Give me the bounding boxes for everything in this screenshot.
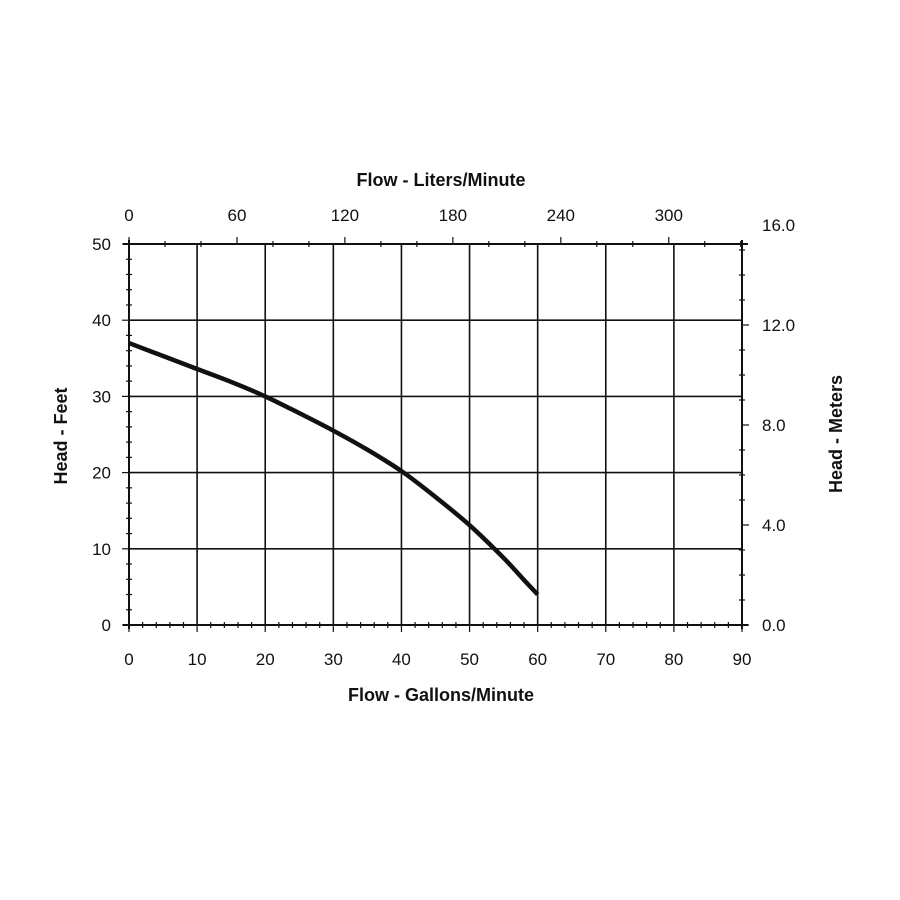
x2-tick-label: 120	[331, 206, 359, 225]
x2-tick-label: 60	[227, 206, 246, 225]
x2-axis-title: Flow - Liters/Minute	[357, 170, 526, 190]
tick-labels: 0 10 20 30 40 50 60 70 80 90 0 10 20 30 40 50 0 60 120 180 2…	[92, 206, 795, 669]
series-layer	[128, 340, 540, 597]
y2-tick-label: 16.0	[762, 216, 795, 235]
x-axis-title: Flow - Gallons/Minute	[348, 685, 534, 705]
y-tick-label: 0	[102, 616, 111, 635]
y-tick-label: 30	[92, 387, 111, 406]
x2-tick-label: 180	[439, 206, 467, 225]
x2-tick-label: 0	[124, 206, 133, 225]
y2-axis-title: Head - Meters	[826, 375, 846, 493]
y-tick-label: 40	[92, 311, 111, 330]
x2-tick-label: 300	[655, 206, 683, 225]
y-axis-title: Head - Feet	[51, 387, 71, 484]
x-tick-label: 10	[188, 650, 207, 669]
y-tick-label: 10	[92, 540, 111, 559]
plot-frame	[123, 240, 748, 629]
x-tick-label: 70	[596, 650, 615, 669]
x-tick-label: 40	[392, 650, 411, 669]
x2-tick-label: 240	[547, 206, 575, 225]
x-tick-label: 50	[460, 650, 479, 669]
x-tick-label: 60	[528, 650, 547, 669]
y-tick-label: 20	[92, 464, 111, 483]
x-tick-label: 20	[256, 650, 275, 669]
y2-tick-label: 4.0	[762, 516, 786, 535]
x-tick-label: 0	[124, 650, 133, 669]
y2-tick-label: 12.0	[762, 316, 795, 335]
head-flow-curve	[128, 340, 540, 597]
minor-ticks	[122, 237, 749, 632]
x-tick-label: 90	[733, 650, 752, 669]
y2-tick-label: 8.0	[762, 416, 786, 435]
x-tick-label: 30	[324, 650, 343, 669]
grid-lines	[129, 244, 742, 625]
x-tick-label: 80	[664, 650, 683, 669]
y2-tick-label: 0.0	[762, 616, 786, 635]
y-tick-label: 50	[92, 235, 111, 254]
